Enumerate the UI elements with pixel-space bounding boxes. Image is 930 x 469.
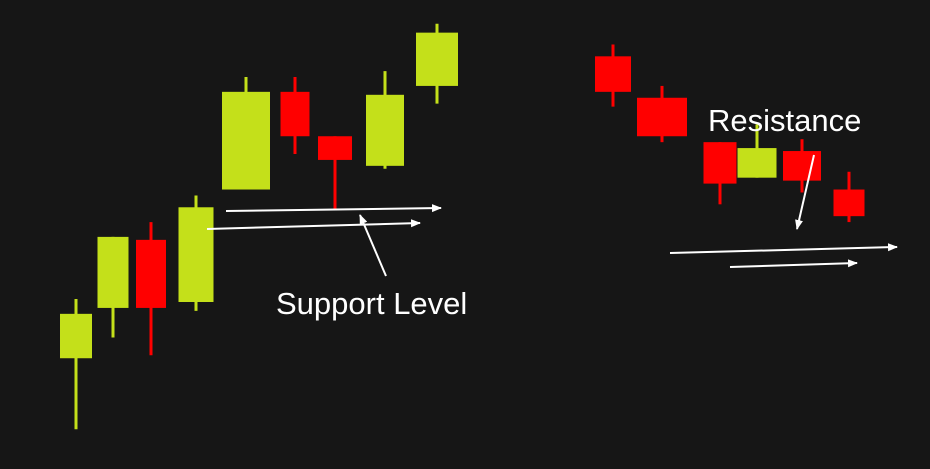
support-line-lower	[206, 219, 421, 230]
support-example-candle-4-body	[178, 207, 214, 302]
resistance-pointer-arrow	[795, 154, 815, 230]
support-level-label: Support Level	[276, 286, 468, 321]
resistance-line-upper	[669, 243, 898, 254]
support-example-candle-6-body	[280, 91, 310, 137]
resistance-example-candle-1-body	[595, 56, 631, 92]
resistance-example-candle-5-body	[783, 151, 821, 181]
support-example-candle-3-body	[136, 239, 166, 308]
resistance-example-candle-3-body	[703, 142, 737, 184]
resistance-example-candle-4-body	[737, 148, 777, 178]
resistance-example-candle-2-body	[637, 97, 687, 137]
support-example-candle-2-body	[97, 236, 129, 308]
support-pointer-arrow	[359, 214, 387, 277]
support-example-candle-8-body	[366, 94, 404, 166]
support-example-candle-9-body	[416, 32, 458, 86]
resistance-example-candle-6-body	[833, 189, 865, 217]
support-example-candle-1-body	[60, 313, 92, 359]
support-example-candle-5-body	[222, 91, 270, 190]
resistance-label: Resistance	[708, 103, 862, 138]
support-line-upper	[225, 204, 442, 213]
support-example-candle-7-body	[318, 136, 352, 160]
resistance-line-lower	[729, 259, 858, 268]
